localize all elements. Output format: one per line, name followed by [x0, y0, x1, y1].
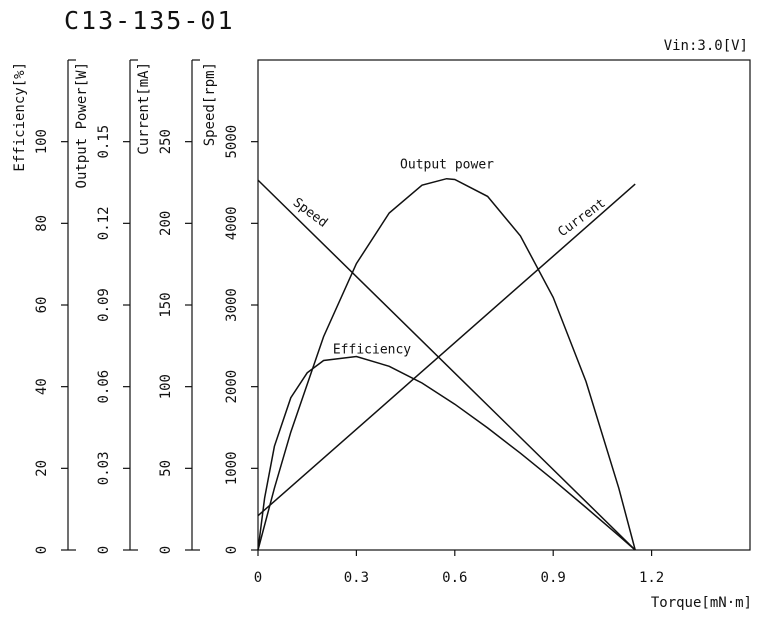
- y-tick-label: 0.03: [96, 451, 112, 485]
- y-tick-label: 0.15: [96, 125, 112, 159]
- series-label: Efficiency: [333, 343, 411, 358]
- y-tick-label: 100: [158, 374, 174, 399]
- y-tick-label: 100: [34, 129, 50, 154]
- plot-frame: [257, 59, 751, 551]
- y-tick-label: 200: [158, 211, 174, 236]
- y-axis-label: Efficiency[%]: [12, 62, 28, 172]
- y-tick-label: 1000: [224, 451, 240, 485]
- x-tick-label: 0.9: [541, 570, 566, 586]
- subtitle: Vin:3.0[V]: [664, 38, 748, 54]
- y-tick-label: 50: [158, 460, 174, 477]
- chart-title: C13-135-01: [64, 6, 235, 35]
- x-tick-label: 0.3: [344, 570, 369, 586]
- y-tick-label: 0.06: [96, 370, 112, 404]
- x-tick-label: 0: [254, 570, 262, 586]
- series-label: Current: [555, 196, 608, 240]
- series-line: [257, 183, 636, 517]
- y-tick-label: 20: [34, 460, 50, 477]
- y-tick-label: 0: [96, 546, 112, 554]
- y-tick-label: 60: [34, 297, 50, 314]
- y-tick-label: 5000: [224, 125, 240, 159]
- series-line: [257, 179, 636, 551]
- y-tick-label: 0: [224, 546, 240, 554]
- y-tick-label: 150: [158, 292, 174, 317]
- x-axis-label: Torque[mN·m]: [651, 595, 752, 611]
- y-tick-label: 3000: [224, 288, 240, 322]
- y-axis-label: Current[mA]: [136, 62, 152, 155]
- y-axis-label: Speed[rpm]: [202, 62, 218, 146]
- series-line: [257, 177, 636, 551]
- y-tick-label: 0: [158, 546, 174, 554]
- y-tick-label: 0.12: [96, 206, 112, 240]
- series-line: [257, 355, 636, 551]
- y-tick-label: 40: [34, 378, 50, 395]
- y-tick-label: 4000: [224, 206, 240, 240]
- x-tick-label: 0.6: [442, 570, 467, 586]
- series-label: Output power: [400, 158, 494, 173]
- y-axis-label: Output Power[W]: [74, 62, 90, 188]
- y-tick-label: 0: [34, 546, 50, 554]
- y-tick-label: 80: [34, 215, 50, 232]
- y-tick-label: 0.09: [96, 288, 112, 322]
- x-tick-label: 1.2: [639, 570, 664, 586]
- y-tick-label: 250: [158, 129, 174, 154]
- y-tick-label: 2000: [224, 370, 240, 404]
- series-label: Speed: [290, 195, 330, 231]
